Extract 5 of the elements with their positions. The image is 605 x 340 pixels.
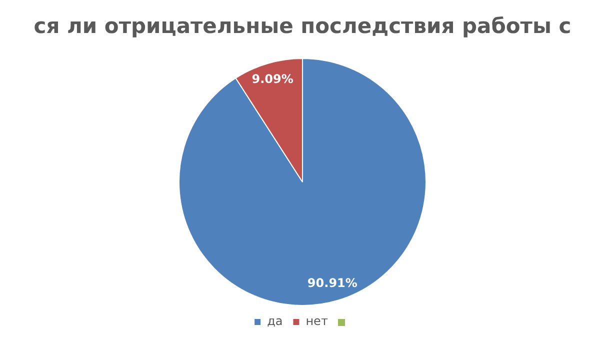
legend-label: нет [306,314,328,328]
legend-label: да [267,314,283,328]
data-label: 90.91% [307,276,358,290]
chart-title: ся ли отрицательные последствия работы с [32,14,572,38]
data-label: 9.09% [252,72,294,86]
